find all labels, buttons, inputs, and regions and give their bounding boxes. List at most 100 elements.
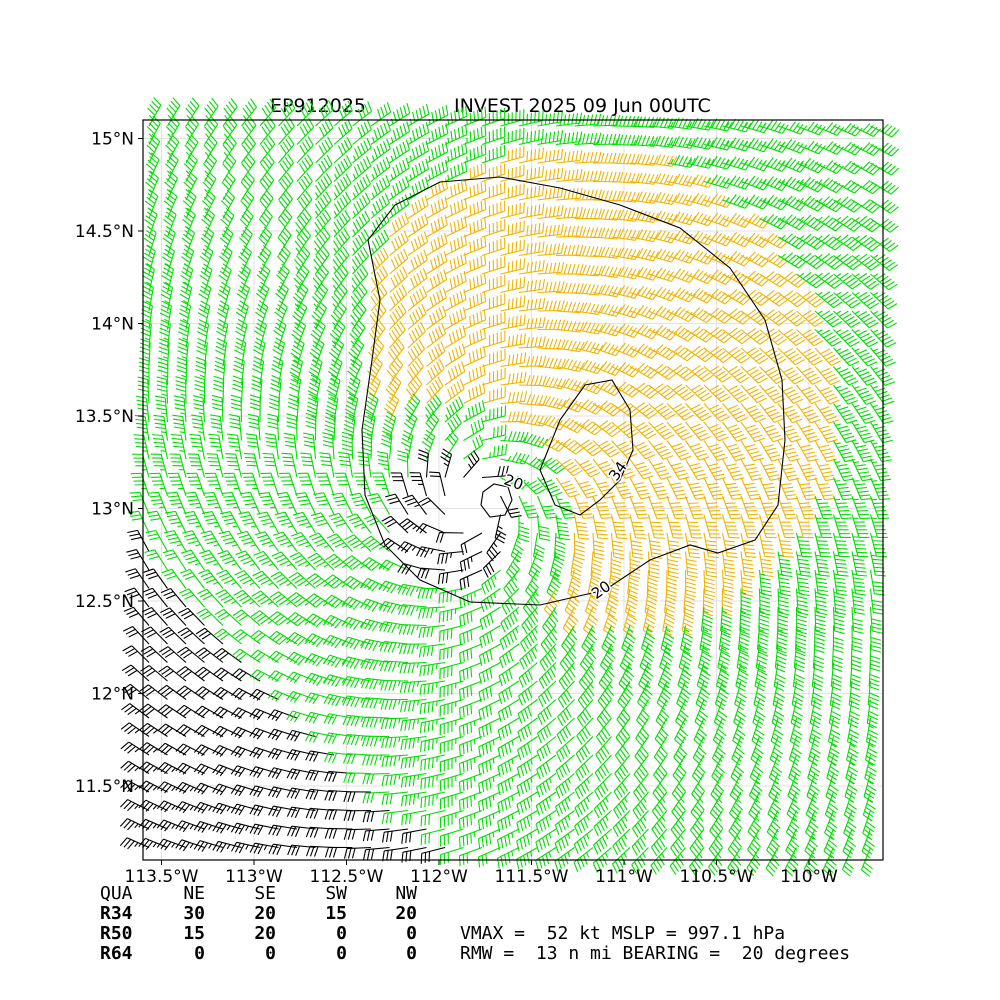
wind-barb (241, 134, 256, 164)
wind-barb (281, 452, 298, 478)
wind-barb (196, 338, 208, 367)
wind-barb (314, 191, 332, 219)
wind-barb (164, 152, 179, 182)
wind-barb (256, 263, 271, 293)
wind-barb (223, 472, 243, 497)
wind-barb (258, 491, 280, 515)
wind-barb (278, 153, 295, 182)
wind-barb (271, 356, 284, 386)
row-r50-se: 20 (254, 923, 276, 944)
wind-barb (278, 208, 293, 238)
wind-barb (293, 245, 311, 275)
wind-barb (300, 452, 317, 478)
wind-barb (146, 133, 161, 164)
wind-barb (258, 208, 273, 238)
wind-barb (212, 745, 242, 758)
wind-barb (139, 684, 168, 700)
wind-barb (161, 263, 175, 293)
wind-barb (156, 376, 169, 404)
wind-barb (195, 627, 224, 645)
wind-barb (249, 669, 279, 682)
y-tick-label: 14°N (91, 315, 134, 335)
wind-barb (212, 686, 242, 700)
wind-barb (177, 627, 205, 645)
wind-barb (142, 263, 155, 293)
wind-barb (239, 208, 254, 238)
wind-barb (157, 723, 187, 737)
vmax-mslp-summary: VMAX = 52 kt MSLP = 997.1 hPa (460, 923, 785, 944)
wind-barb (297, 472, 317, 497)
x-tick-label: 111.5°W (495, 867, 569, 887)
wind-barb (145, 152, 160, 182)
wind-barb (251, 375, 263, 404)
wind-barb (296, 172, 313, 201)
wind-barb (122, 645, 150, 663)
wind-barb (172, 414, 187, 441)
wind-barb (235, 550, 261, 571)
wind-barb (169, 453, 187, 478)
wind-barb (145, 170, 159, 201)
wind-barb (124, 587, 150, 608)
wind-barb (121, 703, 150, 719)
row-r64-sw: 0 (336, 943, 347, 964)
row-r34-se: 20 (254, 903, 276, 924)
wind-barb (175, 839, 205, 852)
wind-barb (259, 153, 275, 182)
wind-barb (249, 766, 279, 779)
wind-barb (196, 608, 224, 626)
wind-barb (146, 115, 161, 145)
wind-barb (213, 667, 242, 682)
wind-barb (231, 668, 261, 682)
wind-barb (272, 337, 286, 367)
wind-barb (201, 189, 216, 219)
wind-barb (141, 607, 168, 626)
wind-barb (249, 823, 279, 836)
wind-barb (220, 511, 242, 534)
wind-barb (167, 472, 187, 497)
wind-barb (179, 588, 205, 608)
wind-barb (200, 530, 224, 552)
wind-barb (296, 99, 315, 127)
wind-barb (227, 433, 243, 460)
wind-barb (145, 529, 168, 552)
wind-barb (159, 626, 187, 645)
wind-barb (247, 413, 261, 441)
wind-barb (293, 263, 310, 293)
wind-barb (186, 472, 206, 497)
table-header-se: SE (254, 883, 276, 904)
wind-barb (212, 725, 242, 738)
wind-barb (134, 414, 150, 441)
wind-barb (203, 152, 218, 182)
wind-barb (283, 432, 298, 460)
wind-barb (289, 374, 302, 404)
wind-barb (236, 281, 251, 312)
wind-barb (315, 173, 333, 201)
wind-barb (278, 135, 295, 164)
wind-barb (125, 568, 150, 589)
wind-barb (191, 414, 206, 441)
wind-barb (302, 432, 317, 460)
wind-barb (216, 300, 230, 330)
wind-barb (232, 375, 244, 404)
wind-barb (210, 414, 224, 441)
wind-barb (166, 97, 181, 127)
wind-barb (232, 629, 261, 645)
wind-barb (311, 300, 328, 330)
table-header-nw: NW (395, 883, 417, 904)
wind-barb (225, 453, 243, 478)
wind-barb (162, 549, 187, 571)
wind-barb (159, 319, 171, 349)
wind-barb (249, 688, 279, 701)
wind-barb (259, 116, 276, 145)
storm-id-title: EP912025 (270, 95, 366, 117)
wind-barb (141, 282, 154, 312)
wind-barb (268, 394, 280, 423)
wind-barb (294, 227, 312, 256)
wind-barb (211, 394, 224, 423)
wind-barb (180, 549, 205, 571)
storm-title: INVEST 2025 09 Jun 00UTC (454, 95, 711, 117)
wind-barb (274, 300, 288, 330)
wind-barb (193, 744, 224, 757)
wind-barb (256, 511, 279, 534)
wind-barb (203, 116, 219, 145)
